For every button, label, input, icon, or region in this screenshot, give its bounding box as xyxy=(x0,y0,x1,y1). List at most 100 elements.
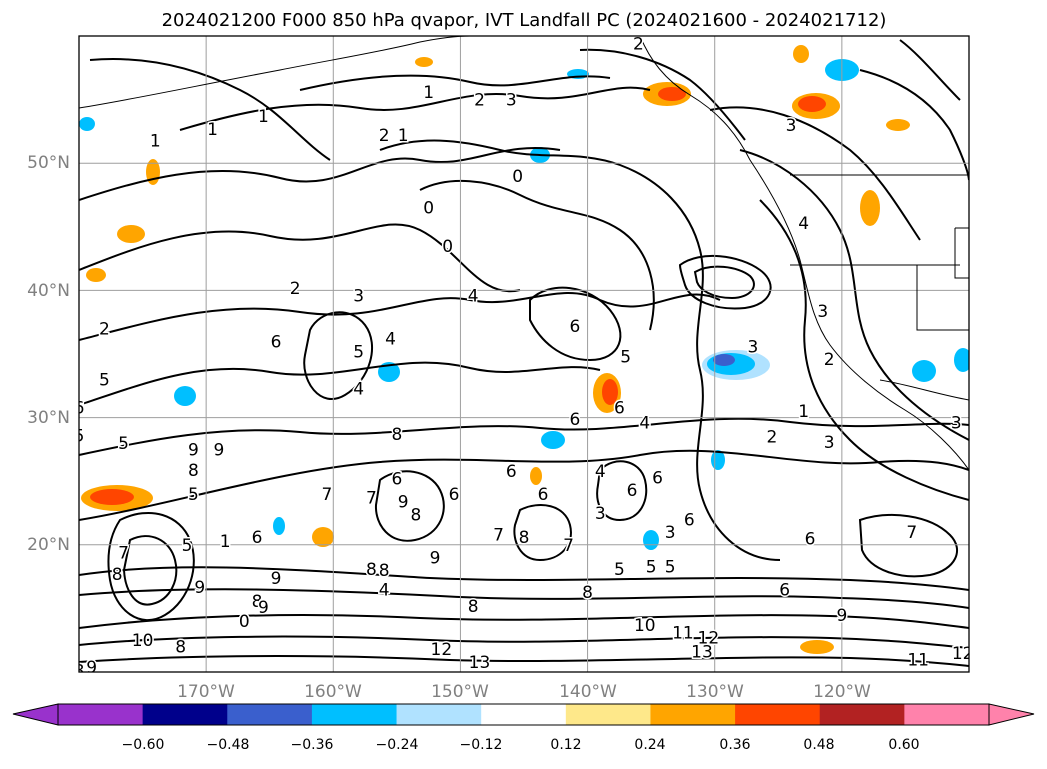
graticule xyxy=(79,36,969,672)
contour-label: 7 xyxy=(493,526,504,546)
contour-label: 2 xyxy=(99,320,110,340)
contour-label: 5 xyxy=(188,485,199,505)
contour-label: 1 xyxy=(398,126,409,146)
contour-label: 4 xyxy=(385,330,396,350)
contour-label: 11 xyxy=(907,650,929,670)
contour-label: 9 xyxy=(258,598,269,618)
shade-blob xyxy=(658,87,686,101)
contour-label: 0 xyxy=(423,199,434,219)
contour-label: 6 xyxy=(506,462,517,482)
colorbar-tick: 0.24 xyxy=(634,737,665,753)
contour-label: 8 xyxy=(74,662,85,682)
colorbar-tick: 0.12 xyxy=(550,737,581,753)
lat-label-40n: 40°N xyxy=(27,281,70,301)
contour-label: 9 xyxy=(188,440,199,460)
colorbar-bins xyxy=(58,704,990,725)
lat-label-20n: 20°N xyxy=(27,535,70,555)
map-frame xyxy=(78,35,970,673)
contour-label: 3 xyxy=(506,91,517,111)
colorbar-tick: 0.48 xyxy=(803,737,834,753)
lat-tick-labels: 50°N 40°N 30°N 20°N xyxy=(27,153,70,555)
contour-label: 8 xyxy=(188,461,199,481)
colorbar-bin xyxy=(227,704,313,725)
contour-label: 6 xyxy=(569,410,580,430)
contour-label: 3 xyxy=(665,523,676,543)
contour-label: 12 xyxy=(952,644,974,664)
contour-label: 9 xyxy=(194,578,205,598)
map-background xyxy=(79,36,969,672)
contour-label: 5 xyxy=(620,348,631,368)
contour-label: 0 xyxy=(239,612,250,632)
shade-blob xyxy=(800,640,834,654)
shade-blob xyxy=(117,225,145,243)
colorbar-bin xyxy=(819,704,905,725)
contour-label: 1 xyxy=(798,402,809,422)
contour-label: 6 xyxy=(391,470,402,490)
contour-label: 12 xyxy=(698,629,720,649)
contour-label: 8 xyxy=(379,561,390,581)
contour-label: 6 xyxy=(74,398,85,418)
colorbar-tick: 0.60 xyxy=(888,737,919,753)
colorbar-bin xyxy=(904,704,990,725)
contour-label: 5 xyxy=(614,560,625,580)
lon-label-140w: 140°W xyxy=(559,682,617,702)
contour-label: 7 xyxy=(906,523,917,543)
shade-blob xyxy=(378,362,400,382)
contour-label: 7 xyxy=(366,489,377,509)
figure-title: 2024021200 F000 850 hPa qvapor, IVT Land… xyxy=(162,10,887,31)
contour-label: 3 xyxy=(353,286,364,306)
shade-blob xyxy=(886,119,910,131)
contour-label: 5 xyxy=(665,557,676,577)
contour-label: 5 xyxy=(353,342,364,362)
shade-blob xyxy=(643,530,659,550)
contour-label: 4 xyxy=(798,214,809,234)
colorbar-bin xyxy=(735,704,821,725)
contour-label: 8 xyxy=(582,583,593,603)
contour-label: 2 xyxy=(290,279,301,299)
contour-label: 8 xyxy=(252,592,263,612)
contour-label: 3 xyxy=(824,433,835,453)
shade-blob xyxy=(798,96,826,112)
shade-blob xyxy=(415,57,433,67)
contour-label: 11 xyxy=(672,624,694,644)
contour-label: 9 xyxy=(86,658,97,678)
shade-blob xyxy=(312,527,334,547)
lon-label-150w: 150°W xyxy=(431,682,489,702)
contour-label: 5 xyxy=(182,536,193,556)
contour-label: 8 xyxy=(468,597,479,617)
contour-label: 6 xyxy=(252,528,263,548)
contour-label: 5 xyxy=(99,370,110,390)
contour-label: 4 xyxy=(468,286,479,306)
colorbar-tick: −0.48 xyxy=(207,737,250,753)
contour-label: 8 xyxy=(411,505,422,525)
lon-label-170w: 170°W xyxy=(177,682,235,702)
contour-label: 9 xyxy=(271,569,282,589)
contour-label: 4 xyxy=(379,580,390,600)
coastlines xyxy=(79,36,969,471)
contour-label: 6 xyxy=(779,580,790,600)
contour-label: 1 xyxy=(207,120,218,140)
shade-blob xyxy=(793,45,809,63)
contour-label: 8 xyxy=(175,638,186,658)
contour-label: 2 xyxy=(767,428,778,448)
contour-label: 9 xyxy=(836,606,847,626)
contour-label: 5 xyxy=(74,426,85,446)
contour-label: 1 xyxy=(150,131,161,151)
colorbar-bin xyxy=(58,704,144,725)
contour-label: 8 xyxy=(519,528,530,548)
contour-label: 8 xyxy=(391,425,402,445)
contour-label: 13 xyxy=(691,643,713,663)
lon-label-160w: 160°W xyxy=(304,682,362,702)
colorbar-bin xyxy=(650,704,736,725)
contour-label: 7 xyxy=(563,536,574,556)
colorbar-bin xyxy=(396,704,482,725)
contour-label: 3 xyxy=(595,504,606,524)
contour-label: 3 xyxy=(786,116,797,136)
colorbar-bin xyxy=(142,704,228,725)
contour-label: 3 xyxy=(747,337,758,357)
lon-label-120w: 120°W xyxy=(813,682,871,702)
contour-label: 1 xyxy=(423,83,434,103)
